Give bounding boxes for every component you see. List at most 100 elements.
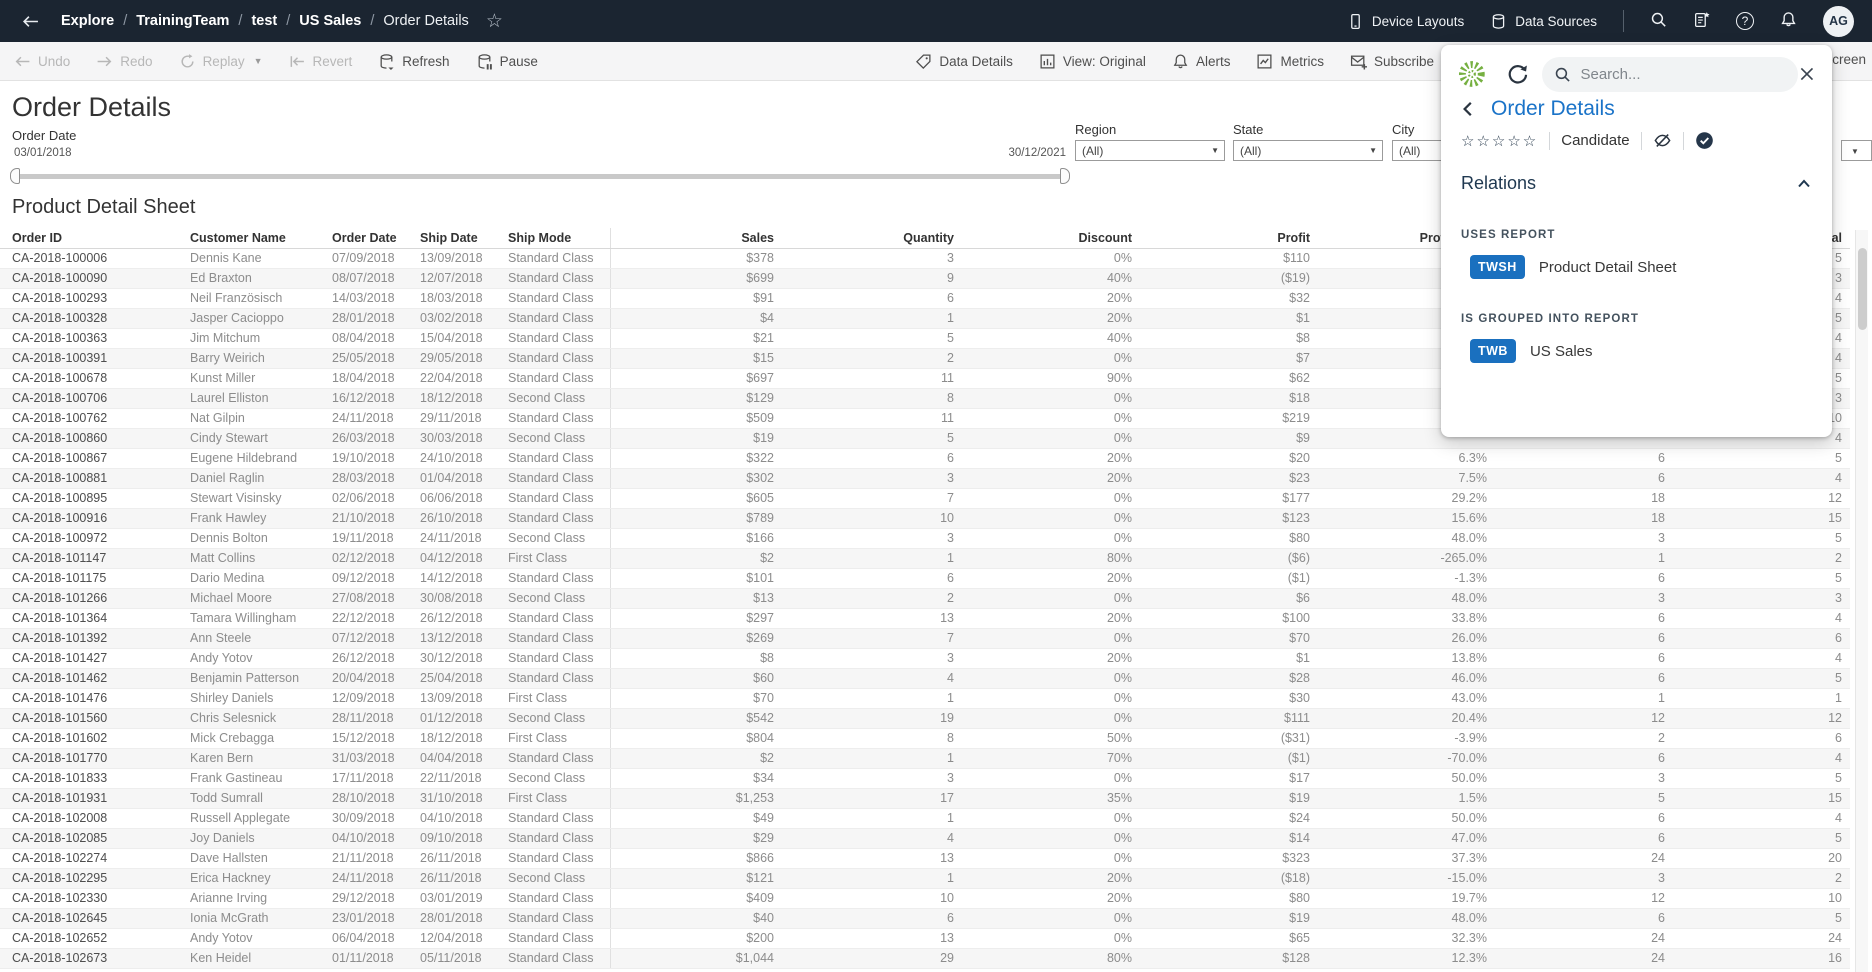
refresh-button[interactable]: Refresh bbox=[378, 53, 450, 70]
relation-heading: USES REPORT bbox=[1461, 229, 1556, 241]
table-row[interactable]: CA-2018-101931 Todd Sumrall 28/10/2018 31/1… bbox=[0, 788, 1850, 809]
table-row[interactable]: CA-2018-102330 Arianne Irving 29/12/2018 03… bbox=[0, 888, 1850, 909]
slider-track[interactable] bbox=[14, 174, 1066, 179]
relation-heading: IS GROUPED INTO REPORT bbox=[1461, 313, 1639, 325]
panel-search-box[interactable] bbox=[1542, 56, 1799, 92]
view-icon bbox=[1040, 53, 1055, 69]
table-row[interactable]: CA-2018-101392 Ann Steele 07/12/2018 13/12/… bbox=[0, 628, 1850, 649]
search-icon[interactable] bbox=[1650, 11, 1667, 31]
filter-dropdown-state[interactable]: (All) ▼ bbox=[1233, 140, 1383, 161]
filter-region: Region (All) ▼ bbox=[1075, 122, 1225, 161]
chevron-up-icon[interactable] bbox=[1796, 176, 1812, 192]
column-header-order-date[interactable]: Order Date bbox=[324, 228, 412, 249]
table-row[interactable]: CA-2018-101560 Chris Selesnick 28/11/2018 0… bbox=[0, 708, 1850, 729]
slider-handle-left[interactable] bbox=[10, 168, 20, 184]
order-date-range-slider[interactable] bbox=[10, 168, 1070, 184]
table-row[interactable]: CA-2018-100867 Eugene Hildebrand 19/10/201… bbox=[0, 448, 1850, 469]
table-row[interactable]: CA-2018-101833 Frank Gastineau 17/11/2018 2… bbox=[0, 768, 1850, 789]
table-row[interactable]: CA-2018-100895 Stewart Visinsky 02/06/2018… bbox=[0, 488, 1850, 509]
topnav-actions: Device Layouts Data Sources ? AG bbox=[1347, 5, 1872, 37]
table-row[interactable]: CA-2018-100881 Daniel Raglin 28/03/2018 01/… bbox=[0, 468, 1850, 489]
divider bbox=[1549, 131, 1551, 150]
filter-label: City bbox=[1392, 122, 1415, 137]
table-row[interactable]: CA-2018-102295 Erica Hackney 24/11/2018 26/… bbox=[0, 868, 1850, 889]
table-row[interactable]: CA-2018-101175 Dario Medina 09/12/2018 14/1… bbox=[0, 568, 1850, 589]
data-sources-button[interactable]: Data Sources bbox=[1490, 13, 1597, 30]
eye-slash-icon[interactable] bbox=[1653, 131, 1672, 150]
table-row[interactable]: CA-2018-102274 Dave Hallsten 21/11/2018 26/… bbox=[0, 848, 1850, 869]
whats-new-icon[interactable] bbox=[1693, 11, 1710, 31]
alerts-button[interactable]: Alerts bbox=[1172, 53, 1230, 70]
redo-icon bbox=[97, 56, 112, 66]
relation-item-label: US Sales bbox=[1529, 342, 1593, 360]
user-avatar[interactable]: AG bbox=[1823, 5, 1854, 37]
back-arrow-icon[interactable] bbox=[22, 13, 39, 30]
breadcrumb-item-explore[interactable]: Explore bbox=[61, 13, 115, 29]
column-header-quantity[interactable]: Quantity bbox=[782, 228, 962, 249]
catalog-logo-icon bbox=[1458, 61, 1485, 87]
vertical-scrollbar[interactable] bbox=[1855, 230, 1868, 972]
panel-entity-title[interactable]: Order Details bbox=[1491, 97, 1615, 120]
replay-button: Replay ▼ bbox=[179, 53, 263, 70]
favorite-star-icon[interactable]: ☆ bbox=[485, 10, 503, 32]
toolbar-right-group: Data Details View: Original Alerts Metrics S… bbox=[915, 53, 1434, 70]
data-details-button[interactable]: Data Details bbox=[915, 53, 1013, 70]
notifications-bell-icon[interactable] bbox=[1780, 11, 1797, 31]
certified-check-icon[interactable] bbox=[1695, 131, 1714, 150]
table-row[interactable]: CA-2018-101364 Tamara Willingham 22/12/201… bbox=[0, 608, 1850, 629]
slider-handle-right[interactable] bbox=[1060, 168, 1070, 184]
database-icon bbox=[1492, 13, 1505, 29]
table-row[interactable]: CA-2018-102673 Ken Heidel 01/11/2018 05/11/… bbox=[0, 948, 1850, 969]
table-row[interactable]: CA-2018-101602 Mick Crebagga 15/12/2018 18/… bbox=[0, 728, 1850, 749]
pause-db-icon bbox=[478, 53, 492, 69]
relation-item[interactable]: TWSH Product Detail Sheet bbox=[1470, 255, 1676, 279]
table-row[interactable]: CA-2018-101476 Shirley Daniels 12/09/2018 1… bbox=[0, 688, 1850, 709]
relations-section-title: Relations bbox=[1461, 173, 1537, 193]
panel-search-input[interactable] bbox=[1580, 65, 1761, 83]
column-header-discount[interactable]: Discount bbox=[962, 228, 1140, 249]
relation-item[interactable]: TWB US Sales bbox=[1470, 339, 1639, 363]
column-header-sales[interactable]: Sales bbox=[609, 228, 782, 249]
table-row[interactable]: CA-2018-101266 Michael Moore 27/08/2018 30/… bbox=[0, 588, 1850, 609]
filter-dropdown-region[interactable]: (All) ▼ bbox=[1075, 140, 1225, 161]
refresh-icon[interactable] bbox=[1507, 63, 1529, 85]
table-row[interactable]: CA-2018-101147 Matt Collins 02/12/2018 04/1… bbox=[0, 548, 1850, 569]
pause-button[interactable]: Pause bbox=[476, 53, 538, 70]
breadcrumb-item-us-sales[interactable]: US Sales bbox=[299, 13, 362, 29]
chevron-down-icon: ▼ bbox=[1211, 146, 1219, 155]
column-header-ship-date[interactable]: Ship Date bbox=[412, 228, 500, 249]
device-layouts-button[interactable]: Device Layouts bbox=[1347, 13, 1464, 30]
table-row[interactable]: CA-2018-100972 Dennis Bolton 19/11/2018 24/… bbox=[0, 528, 1850, 549]
breadcrumb-item-test[interactable]: test bbox=[251, 13, 278, 29]
table-row[interactable]: CA-2018-101462 Benjamin Patterson 20/04/20… bbox=[0, 668, 1850, 689]
star-rating[interactable]: ☆☆☆☆☆ bbox=[1461, 132, 1539, 150]
table-row[interactable]: CA-2018-101427 Andy Yotov 26/12/2018 30/12/… bbox=[0, 648, 1850, 669]
table-row[interactable]: CA-2018-102652 Andy Yotov 06/04/2018 12/04/… bbox=[0, 928, 1850, 949]
column-header-ship-mode[interactable]: Ship Mode bbox=[500, 228, 610, 249]
table-row[interactable]: CA-2018-102008 Russell Applegate 30/09/201… bbox=[0, 808, 1850, 829]
breadcrumb-item-order-details: Order Details bbox=[383, 13, 469, 29]
clipped-filter-dropdown[interactable]: ▼ bbox=[1841, 140, 1872, 161]
revert-button: Revert bbox=[289, 53, 352, 70]
table-row[interactable]: CA-2018-100916 Frank Hawley 21/10/2018 26/1… bbox=[0, 508, 1850, 529]
fullscreen-button-clipped[interactable]: creen bbox=[1832, 52, 1866, 67]
chevron-down-icon[interactable]: ▼ bbox=[253, 56, 263, 66]
device-layouts-label: Device Layouts bbox=[1371, 13, 1465, 29]
relation-group: IS GROUPED INTO REPORT TWB US Sales bbox=[1461, 313, 1639, 363]
column-header-profit[interactable]: Profit bbox=[1140, 228, 1318, 249]
date-range-start: 03/01/2018 bbox=[14, 147, 72, 159]
scrollbar-thumb[interactable] bbox=[1858, 248, 1867, 330]
help-icon[interactable]: ? bbox=[1736, 12, 1754, 30]
table-row[interactable]: CA-2018-102085 Joy Daniels 04/10/2018 09/10… bbox=[0, 828, 1850, 849]
table-row[interactable]: CA-2018-102645 Ionia McGrath 23/01/2018 28/… bbox=[0, 908, 1850, 929]
breadcrumb-item-trainingteam[interactable]: TrainingTeam bbox=[136, 13, 230, 29]
chevron-left-icon[interactable] bbox=[1459, 100, 1477, 118]
column-header-customer-name[interactable]: Customer Name bbox=[182, 228, 324, 249]
subscribe-button[interactable]: Subscribe bbox=[1350, 53, 1434, 70]
metrics-button[interactable]: Metrics bbox=[1256, 53, 1324, 70]
close-icon[interactable] bbox=[1798, 65, 1816, 83]
table-row[interactable]: CA-2018-101770 Karen Bern 31/03/2018 04/04/… bbox=[0, 748, 1850, 769]
view-original-button[interactable]: View: Original bbox=[1039, 53, 1146, 70]
column-header-order-id[interactable]: Order ID bbox=[0, 228, 182, 249]
chevron-down-icon: ▼ bbox=[1369, 146, 1377, 155]
